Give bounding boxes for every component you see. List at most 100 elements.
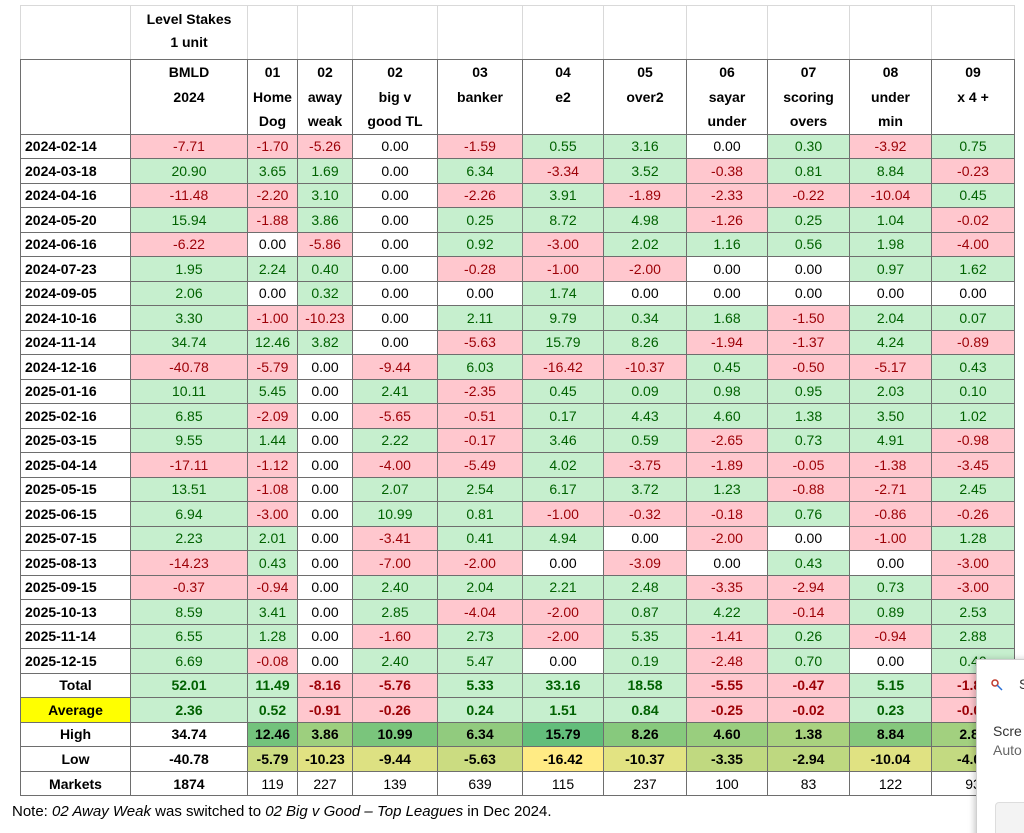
value-cell: -0.86 bbox=[849, 501, 932, 527]
value-cell: 0.00 bbox=[352, 305, 438, 331]
value-cell: 0.26 bbox=[767, 623, 850, 649]
summary-label: Total bbox=[20, 672, 131, 699]
value-cell: 1.68 bbox=[686, 305, 768, 331]
note-text: Note: bbox=[12, 803, 53, 820]
header-cell: Level Stakes 1 unit bbox=[130, 5, 248, 60]
value-cell: -1.38 bbox=[849, 452, 932, 478]
value-cell: 2.06 bbox=[130, 280, 248, 306]
value-cell: 3.52 bbox=[603, 158, 687, 184]
header-cell bbox=[247, 5, 298, 60]
summary-cell: -2.94 bbox=[767, 746, 850, 772]
value-cell: 0.92 bbox=[437, 231, 523, 257]
value-cell: 8.84 bbox=[849, 158, 932, 184]
value-cell: 1.28 bbox=[931, 525, 1015, 551]
value-cell: 0.00 bbox=[931, 280, 1015, 306]
summary-cell: 237 bbox=[603, 770, 687, 797]
value-cell: 2.11 bbox=[437, 305, 523, 331]
note-text: in Dec 2024. bbox=[463, 803, 552, 820]
data-row: 2025-04-14 -17.11 -1.12 0.00 -4.00 -5.49 4.02-… bbox=[20, 452, 1015, 478]
value-cell: -7.71 bbox=[130, 133, 248, 159]
value-cell: 2.21 bbox=[522, 574, 604, 600]
summary-cell: 8.84 bbox=[849, 721, 932, 748]
value-cell: 2.07 bbox=[352, 476, 438, 502]
value-cell: 1.62 bbox=[931, 256, 1015, 282]
note-text: was switched to bbox=[150, 803, 266, 820]
column-header-line: big v bbox=[378, 88, 412, 105]
value-cell: 2.73 bbox=[437, 623, 523, 649]
date-cell: 2024-12-16 bbox=[20, 354, 131, 380]
column-header: 03 banker bbox=[437, 59, 523, 135]
summary-cell: 5.15 bbox=[849, 672, 932, 699]
value-cell: 0.00 bbox=[297, 452, 353, 478]
value-cell: -1.26 bbox=[686, 207, 768, 233]
value-cell: 0.00 bbox=[247, 231, 298, 257]
date-cell: 2025-06-15 bbox=[20, 501, 131, 527]
column-header-line: overs bbox=[789, 113, 828, 129]
value-cell: 0.10 bbox=[931, 378, 1015, 404]
value-cell: 0.00 bbox=[297, 550, 353, 576]
notification-popup[interactable]: S Scre Auto bbox=[976, 659, 1024, 833]
data-row: 2025-10-13 8.59 3.41 0.00 2.85 -4.04 -2.00 0.87… bbox=[20, 599, 1015, 625]
summary-cell: -0.25 bbox=[686, 697, 768, 723]
value-cell: 1.95 bbox=[130, 256, 248, 282]
popup-text: Auto bbox=[993, 742, 1022, 758]
value-cell: 0.25 bbox=[767, 207, 850, 233]
value-cell: 2.54 bbox=[437, 476, 523, 502]
value-cell: 0.00 bbox=[767, 256, 850, 282]
summary-cell: -5.63 bbox=[437, 746, 523, 772]
value-cell: -2.26 bbox=[437, 182, 523, 208]
value-cell: 6.34 bbox=[437, 158, 523, 184]
value-cell: 2.04 bbox=[849, 305, 932, 331]
value-cell: 2.22 bbox=[352, 427, 438, 453]
value-cell: 1.74 bbox=[522, 280, 604, 306]
summary-cell: 10.99 bbox=[352, 721, 438, 748]
value-cell: -3.75 bbox=[603, 452, 687, 478]
value-cell: 10.99 bbox=[352, 501, 438, 527]
column-header-line: good TL bbox=[367, 113, 423, 129]
column-header-line: 03 bbox=[472, 64, 488, 80]
header-cell bbox=[931, 5, 1015, 60]
column-header-line: over2 bbox=[626, 88, 664, 105]
column-header: 07 scoring overs bbox=[767, 59, 850, 135]
value-cell: -5.63 bbox=[437, 329, 523, 355]
value-cell: -1.50 bbox=[767, 305, 850, 331]
value-cell: -1.89 bbox=[603, 182, 687, 208]
summary-cell: -0.47 bbox=[767, 672, 850, 699]
value-cell: 3.86 bbox=[297, 207, 353, 233]
value-cell: 0.40 bbox=[297, 256, 353, 282]
column-header-line: 01 bbox=[264, 64, 281, 80]
value-cell: 6.85 bbox=[130, 403, 248, 429]
value-cell: -3.00 bbox=[931, 574, 1015, 600]
value-cell: 0.00 bbox=[767, 525, 850, 551]
value-cell: 0.70 bbox=[767, 648, 850, 674]
value-cell: -1.08 bbox=[247, 476, 298, 502]
value-cell: 0.00 bbox=[352, 256, 438, 282]
value-cell: -3.35 bbox=[686, 574, 768, 600]
summary-cell: -10.04 bbox=[849, 746, 932, 772]
date-cell: 2024-05-20 bbox=[20, 207, 131, 233]
value-cell: 0.95 bbox=[767, 378, 850, 404]
value-cell: -0.08 bbox=[247, 648, 298, 674]
summary-label: Low bbox=[20, 746, 131, 772]
value-cell: 6.55 bbox=[130, 623, 248, 649]
column-header-line: away bbox=[307, 88, 343, 105]
column-header-line: under bbox=[871, 88, 910, 105]
data-row: 2024-09-05 2.06 0.00 0.32 0.00 0.00 1.74 0.00 0.… bbox=[20, 280, 1015, 306]
value-cell: -0.32 bbox=[603, 501, 687, 527]
value-cell: 0.00 bbox=[522, 550, 604, 576]
value-cell: 0.17 bbox=[522, 403, 604, 429]
value-cell: 0.00 bbox=[247, 280, 298, 306]
value-cell: 2.48 bbox=[603, 574, 687, 600]
column-header-row: BMLD 2024 01 Home Dog 02 away weak 02 big v good T… bbox=[20, 59, 1015, 135]
value-cell: 0.45 bbox=[931, 182, 1015, 208]
summary-cell: 5.33 bbox=[437, 672, 523, 699]
data-row: 2024-07-23 1.95 2.24 0.40 0.00 -0.28 -1.00 -2.0… bbox=[20, 256, 1015, 282]
popup-button[interactable] bbox=[995, 802, 1024, 833]
value-cell: 5.35 bbox=[603, 623, 687, 649]
header-cell bbox=[849, 5, 932, 60]
value-cell: 0.00 bbox=[849, 648, 932, 674]
column-header-line: 2024 bbox=[173, 88, 205, 105]
value-cell: 0.00 bbox=[686, 256, 768, 282]
value-cell: 4.94 bbox=[522, 525, 604, 551]
value-cell: 3.50 bbox=[849, 403, 932, 429]
